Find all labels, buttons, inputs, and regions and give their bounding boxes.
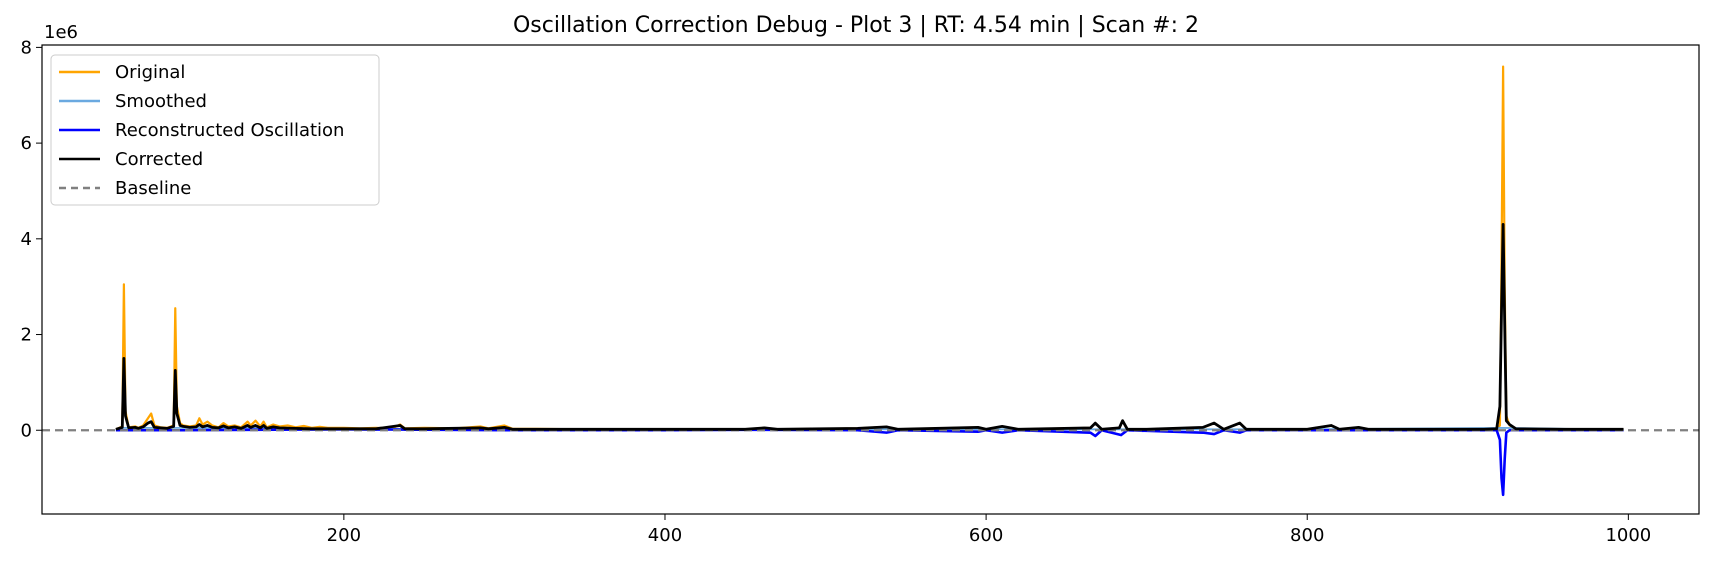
x-tick-label: 200 xyxy=(327,525,361,546)
y-tick-label: 0 xyxy=(21,420,32,441)
x-axis: 200 400 600 800 1000 xyxy=(327,514,1651,546)
y-tick-label: 4 xyxy=(21,229,32,250)
legend: Original Smoothed Reconstructed Oscillatio… xyxy=(50,54,380,206)
legend-label-reconstructed-oscillation: Reconstructed Oscillation xyxy=(115,120,344,141)
y-offset-label: 1e6 xyxy=(44,22,78,43)
series-line-reconstructed-oscillation xyxy=(115,427,1624,497)
series-line-corrected xyxy=(115,223,1624,431)
plot-frame xyxy=(41,44,1700,515)
x-tick-label: 600 xyxy=(969,525,1003,546)
plot-area xyxy=(42,65,1699,497)
x-tick-label: 1000 xyxy=(1605,525,1651,546)
y-tick-label: 8 xyxy=(21,37,32,58)
legend-label-smoothed: Smoothed xyxy=(115,91,207,112)
legend-label-baseline: Baseline xyxy=(115,178,191,199)
x-tick-label: 800 xyxy=(1290,525,1324,546)
legend-label-original: Original xyxy=(115,62,185,83)
legend-box xyxy=(50,54,380,206)
y-tick-label: 2 xyxy=(21,325,32,346)
y-axis: 0 2 4 6 8 xyxy=(21,37,42,441)
x-tick-label: 400 xyxy=(648,525,682,546)
y-tick-label: 6 xyxy=(21,133,32,154)
legend-label-corrected: Corrected xyxy=(115,149,203,170)
chart-title: Oscillation Correction Debug - Plot 3 | … xyxy=(513,13,1199,38)
